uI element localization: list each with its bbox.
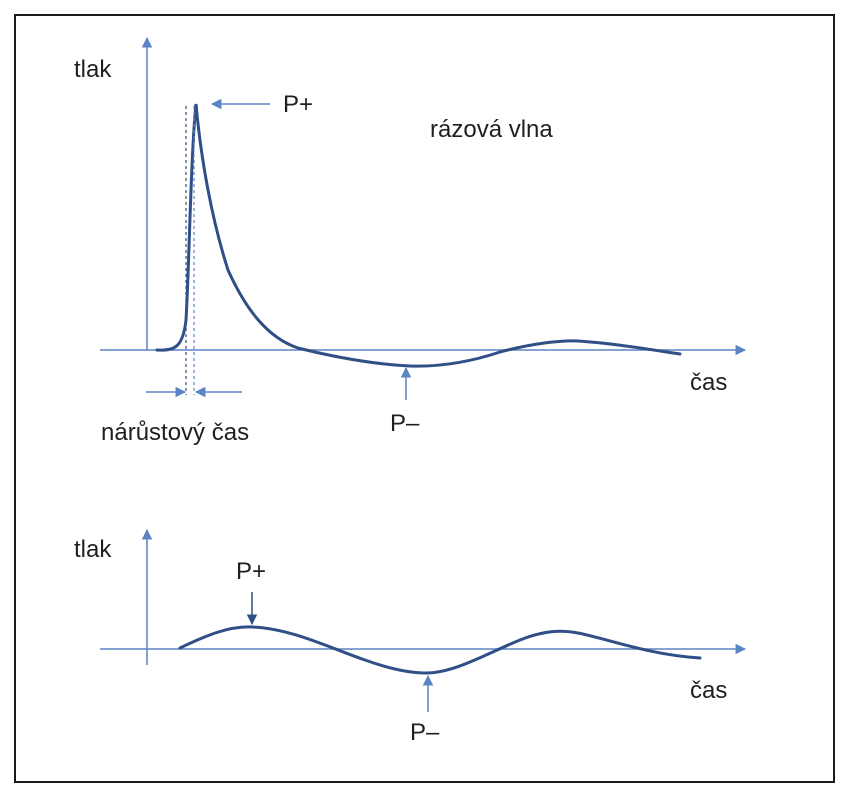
top-trough-label: P– [390,410,420,437]
top-y-axis-label: tlak [74,56,112,83]
top-panel: tlak P+ rázová vlna čas nárůstový čas P– [74,36,747,446]
bottom-trough-label: P– [410,719,440,746]
top-shock-wave-curve [155,103,682,368]
diagram-frame [14,14,835,783]
bottom-peak-label: P+ [236,558,266,585]
top-title-label: rázová vlna [430,116,553,143]
top-peak-label: P+ [283,91,313,118]
bottom-panel: tlak P+ čas P– [74,528,747,746]
top-x-axis-label: čas [690,369,727,396]
bottom-sound-wave-curve [178,625,702,675]
bottom-y-axis-label: tlak [74,536,112,563]
bottom-x-axis-label: čas [690,677,727,704]
rise-time-label: nárůstový čas [101,419,249,446]
